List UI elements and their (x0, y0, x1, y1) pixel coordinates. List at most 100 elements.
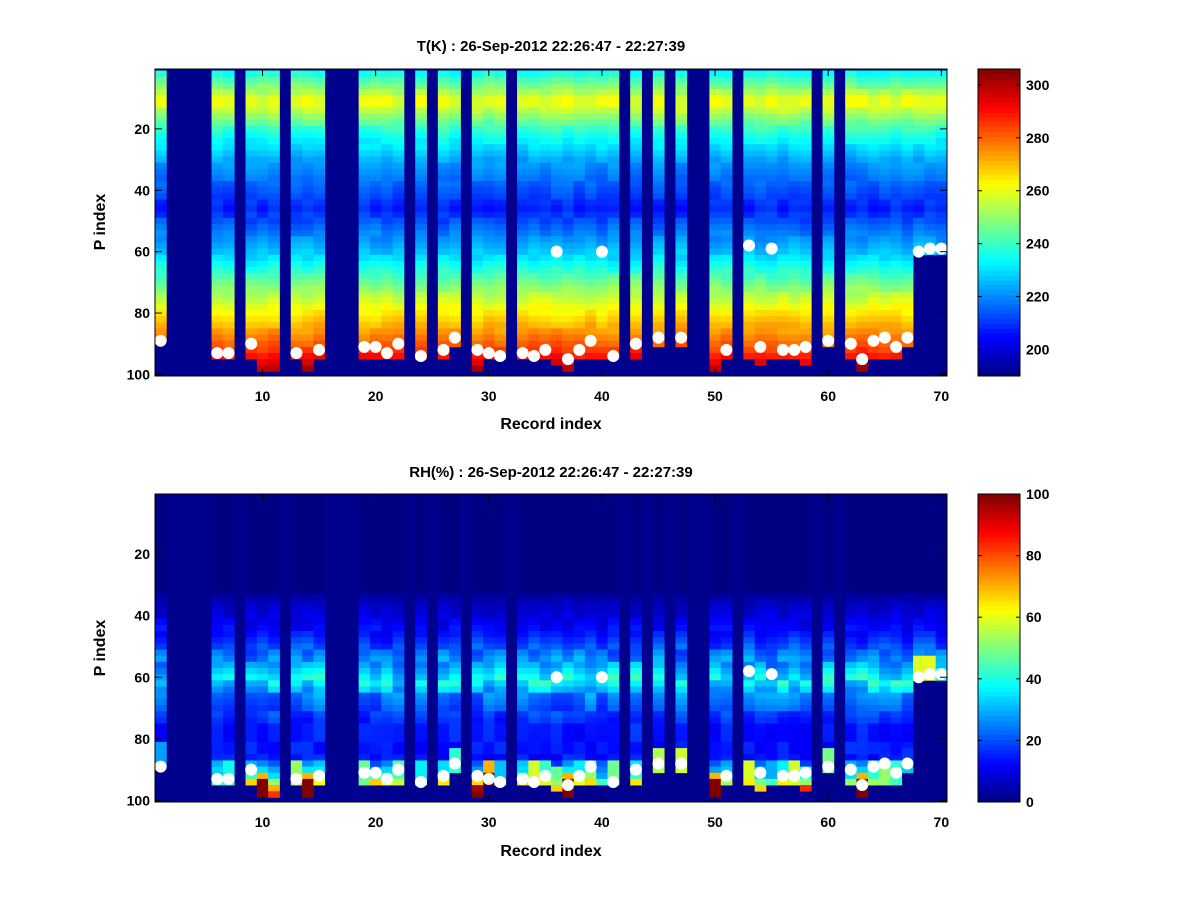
heatmap-cell (596, 168, 608, 176)
heatmap-cell (539, 217, 552, 225)
heatmap-cell (494, 260, 507, 268)
heatmap-cell (765, 704, 778, 712)
heatmap-cell (867, 587, 880, 595)
heatmap-cell (302, 162, 314, 170)
heatmap-cell (415, 334, 427, 342)
heatmap-cell (788, 248, 801, 256)
heatmap-cell (913, 211, 925, 219)
heatmap-cell (551, 352, 563, 360)
heatmap-cell (539, 242, 552, 249)
heatmap-cell (155, 661, 167, 669)
heatmap-cell (720, 95, 733, 102)
heatmap-cell (471, 729, 484, 737)
surface-marker (765, 242, 778, 255)
heatmap-cell (573, 655, 586, 663)
heatmap-cell (935, 199, 948, 207)
heatmap-cell (256, 520, 269, 527)
heatmap-cell (369, 668, 382, 675)
heatmap-cell (788, 514, 801, 521)
heatmap-cell (245, 131, 258, 139)
heatmap-column (562, 495, 575, 798)
heatmap-cell (211, 741, 224, 749)
heatmap-cell (743, 181, 756, 188)
heatmap-cell (302, 772, 314, 780)
heatmap-cell (584, 125, 597, 133)
heatmap-cell (765, 168, 778, 176)
heatmap-cell (596, 125, 608, 133)
heatmap-cell (517, 741, 529, 749)
heatmap-cell (517, 520, 529, 527)
heatmap-cell (867, 88, 880, 96)
heatmap-cell (879, 748, 891, 755)
heatmap-cell (562, 618, 575, 626)
heatmap-cell (584, 772, 597, 780)
heatmap-cell (449, 550, 461, 558)
heatmap-cell (369, 711, 382, 718)
heatmap-cell (777, 107, 789, 114)
heatmap-cell (245, 661, 258, 669)
heatmap-cell (856, 101, 869, 108)
heatmap-cell (573, 729, 586, 737)
heatmap-cell (890, 328, 903, 335)
heatmap-cell (449, 279, 461, 286)
heatmap-cell (675, 107, 688, 114)
heatmap-cell (856, 260, 869, 268)
heatmap-cell (494, 162, 507, 170)
heatmap-cell (596, 334, 608, 342)
heatmap-cell (290, 119, 303, 127)
heatmap-cell (392, 557, 405, 564)
heatmap-cell (675, 205, 688, 213)
heatmap-cell (584, 686, 597, 694)
heatmap-cell (845, 150, 857, 157)
heatmap-cell (358, 70, 371, 78)
heatmap-cell (155, 328, 167, 335)
heatmap-cell (471, 236, 484, 243)
heatmap-cell (867, 686, 880, 694)
heatmap-cell (913, 236, 925, 243)
heatmap-cell (799, 735, 812, 743)
heatmap-cell (584, 322, 597, 329)
heatmap-cell (483, 538, 495, 546)
heatmap-cell (381, 107, 393, 114)
colorbar-segment (978, 112, 1020, 118)
heatmap-cell (392, 76, 405, 84)
heatmap-cell (890, 187, 903, 194)
surface-marker (720, 769, 733, 782)
heatmap-cell (935, 637, 948, 644)
heatmap-cell (788, 162, 801, 170)
heatmap-cell (517, 649, 529, 657)
heatmap-cell (720, 144, 733, 151)
heatmap-cell (562, 260, 575, 268)
heatmap-cell (867, 631, 880, 638)
colorbar-segment (978, 792, 1020, 798)
heatmap-cell (867, 174, 880, 182)
heatmap-cell (290, 514, 303, 521)
heatmap-cell (483, 643, 495, 650)
heatmap-cell (222, 643, 235, 650)
heatmap-cell (290, 340, 303, 348)
heatmap-cell (155, 587, 167, 595)
heatmap-cell (584, 138, 597, 145)
heatmap-cell (630, 538, 642, 546)
heatmap-column (788, 495, 801, 786)
heatmap-cell (483, 316, 495, 323)
surface-marker (901, 331, 914, 344)
colorbar-segment (978, 542, 1020, 548)
heatmap-cell (777, 594, 789, 601)
heatmap-cell (155, 637, 167, 644)
heatmap-cell (709, 193, 722, 200)
heatmap-cell (720, 224, 733, 231)
heatmap-cell (562, 594, 575, 601)
heatmap-cell (856, 303, 869, 311)
heatmap-cell (743, 501, 756, 509)
heatmap-cell (290, 741, 303, 749)
heatmap-cell (845, 772, 857, 780)
heatmap-cell (483, 291, 495, 299)
heatmap-cell (562, 340, 575, 348)
heatmap-cell (245, 193, 258, 200)
colorbar-segment (978, 777, 1020, 784)
heatmap-cell (596, 144, 608, 151)
heatmap-cell (449, 606, 461, 613)
heatmap-cell (675, 538, 688, 546)
heatmap-cell (256, 224, 269, 231)
